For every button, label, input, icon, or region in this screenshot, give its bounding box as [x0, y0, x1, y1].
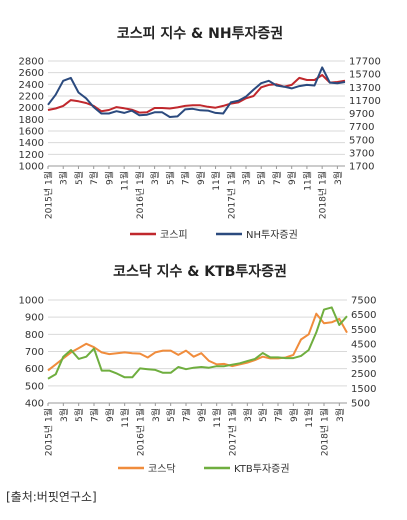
y-right-tick-label: 4500: [351, 340, 376, 351]
kospi-chart: 코스피 지수 & NH투자증권1000120014001600180020002…: [19, 26, 381, 241]
x-tick-label: 3월: [332, 171, 344, 185]
series-line-navy: [47, 66, 346, 118]
series-line-red: [47, 74, 346, 114]
y-right-tick-label: 17700: [349, 57, 381, 68]
y-right-tick-label: 1700: [349, 162, 374, 173]
y-left-tick-label: 500: [25, 381, 44, 392]
y-left-tick-label: 2400: [19, 80, 44, 91]
legend-label: NH투자증권: [246, 229, 298, 241]
kosdaq-chart: 코스닥 지수 & KTB투자증권 400 500 600 700 800 900 1000 50…: [19, 263, 377, 475]
y-right-tick-label: 5500: [351, 325, 376, 336]
x-tick-label: 11월: [119, 171, 131, 191]
series-line-green: [47, 306, 348, 380]
x-tick-label: 5월: [256, 171, 268, 185]
x-tick-label: 2016년 1월: [135, 408, 147, 456]
x-tick-label: 11월: [301, 171, 313, 191]
y-right-tick-label: 9700: [349, 109, 374, 120]
y-left-tick-label: 1400: [19, 138, 44, 149]
y-left-tick-label: 2200: [19, 92, 44, 103]
y-right-tick-label: 7500: [351, 296, 376, 307]
y-right-tick-label: 5700: [349, 135, 374, 146]
y-left-tick-label: 2600: [19, 68, 44, 79]
source-caption: [출처:버핏연구소]: [6, 490, 97, 504]
x-tick-label: 3월: [334, 408, 346, 422]
x-tick-label: 2015년 1월: [43, 408, 55, 456]
y-right-tick-label: 7700: [349, 122, 374, 133]
x-tick-label: 2018년 1월: [317, 171, 329, 219]
x-tick-label: 5월: [165, 408, 177, 422]
x-tick-label: 11월: [119, 408, 131, 428]
legend-label: 코스피: [160, 229, 188, 241]
series-line-orange: [47, 312, 348, 372]
x-tick-label: 7월: [88, 171, 100, 185]
chart-title: 코스피 지수 & NH투자증권: [117, 26, 283, 42]
x-tick-label: 7월: [181, 408, 193, 422]
x-tick-label: 2018년 1월: [319, 408, 331, 456]
x-tick-label: 5월: [164, 171, 176, 185]
x-tick-label: 9월: [104, 408, 116, 422]
y-left-tick-label: 1000: [19, 296, 44, 307]
y-right-tick-label: 11700: [349, 96, 381, 107]
x-tick-label: 3월: [242, 408, 254, 422]
y-left-tick-label: 400: [25, 399, 44, 410]
x-tick-label: 11월: [210, 171, 222, 191]
x-tick-label: 3월: [58, 408, 70, 422]
y-right-tick-label: 500: [351, 399, 370, 410]
x-tick-label: 9월: [288, 408, 300, 422]
kosdaq-chart-panel: 코스닥 지수 & KTB투자증권 400 500 600 700 800 900 1000 50…: [0, 252, 407, 480]
y-left-tick-label: 2000: [19, 103, 44, 114]
y-left-tick-label: 1600: [19, 127, 44, 138]
y-left-tick-label: 800: [25, 330, 44, 341]
legend-label: KTB투자증권: [234, 463, 290, 475]
y-left-tick-label: 1000: [19, 162, 44, 173]
x-tick-label: 9월: [286, 171, 298, 185]
y-left-tick-label: 700: [25, 347, 44, 358]
x-tick-label: 7월: [180, 171, 192, 185]
y-left-tick-label: 900: [25, 313, 44, 324]
x-tick-label: 2017년 1월: [227, 408, 239, 456]
y-left-tick-label: 600: [25, 364, 44, 375]
x-tick-label: 3월: [241, 171, 253, 185]
x-tick-label: 9월: [103, 171, 115, 185]
y-right-tick-label: 3700: [349, 148, 374, 159]
chart-title: 코스닥 지수 & KTB투자증권: [113, 263, 287, 280]
y-right-tick-label: 15700: [349, 70, 381, 81]
x-tick-label: 5월: [257, 408, 269, 422]
x-tick-label: 2017년 1월: [225, 171, 237, 219]
x-tick-label: 7월: [89, 408, 101, 422]
y-right-tick-label: 3500: [351, 354, 376, 365]
x-tick-label: 5월: [73, 408, 85, 422]
x-tick-label: 2015년 1월: [43, 171, 55, 219]
y-right-tick-label: 2500: [351, 369, 376, 380]
y-left-tick-label: 2800: [19, 57, 44, 68]
x-tick-label: 11월: [303, 408, 315, 428]
x-tick-label: 7월: [273, 408, 285, 422]
y-right-tick-label: 6500: [351, 310, 376, 321]
x-tick-label: 9월: [195, 171, 207, 185]
x-tick-label: 3월: [150, 408, 162, 422]
y-left-tick-label: 1800: [19, 115, 44, 126]
x-tick-label: 3월: [149, 171, 161, 185]
x-tick-label: 2016년 1월: [134, 171, 146, 219]
x-tick-label: 9월: [196, 408, 208, 422]
x-tick-label: 5월: [73, 171, 85, 185]
x-tick-label: 7월: [271, 171, 283, 185]
x-tick-label: 11월: [211, 408, 223, 428]
kospi-chart-panel: 코스피 지수 & NH투자증권 1000 1200 1400 1600 1800 2000 2…: [0, 0, 407, 252]
y-left-tick-label: 1200: [19, 150, 44, 161]
y-right-tick-label: 13700: [349, 83, 381, 94]
y-right-tick-label: 1500: [351, 384, 376, 395]
legend-label: 코스닥: [148, 463, 176, 475]
x-tick-label: 3월: [58, 171, 70, 185]
